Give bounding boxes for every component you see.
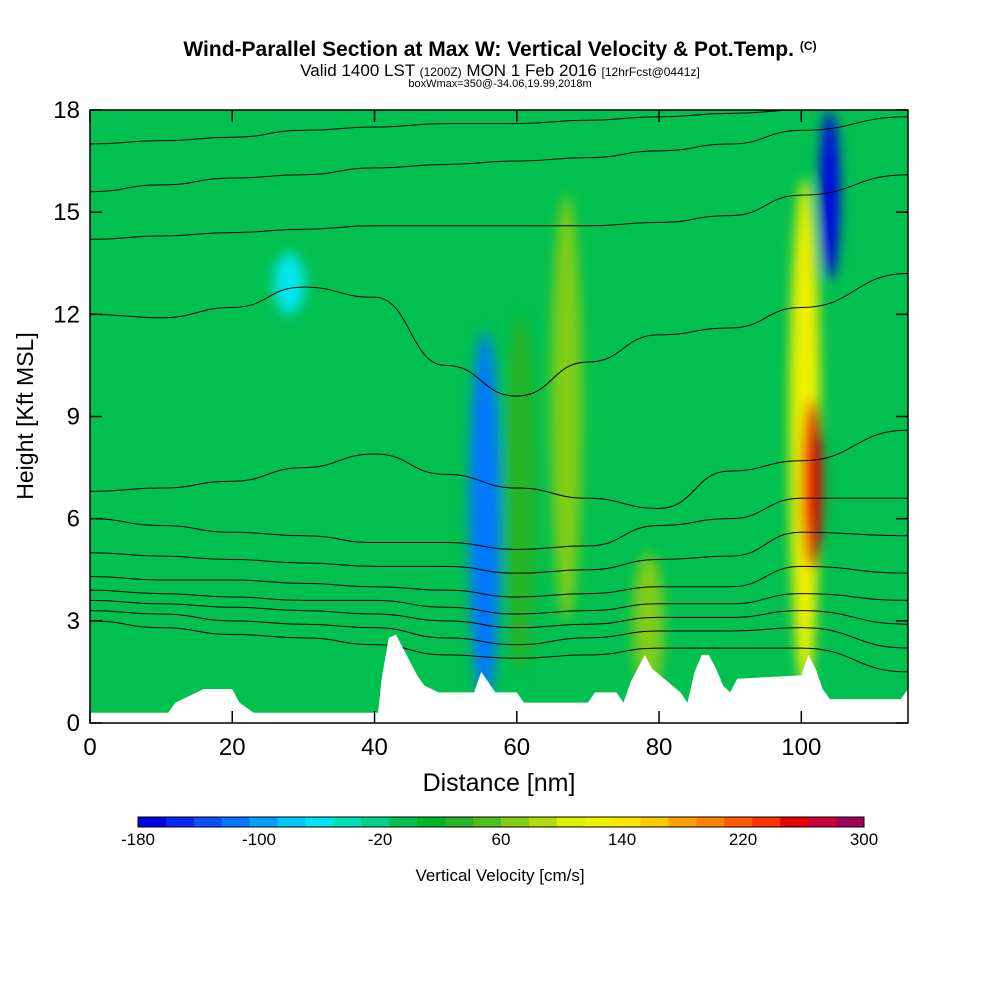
isentrope-5	[90, 531, 908, 574]
velocity-feature-5	[802, 399, 822, 570]
isentrope-10	[90, 116, 908, 193]
colorbar-swatch	[612, 817, 642, 827]
colorbar-tick-label: 300	[850, 830, 878, 849]
colorbar-swatch	[138, 817, 167, 827]
isentrope-9	[90, 174, 908, 240]
colorbar-swatch	[445, 817, 474, 827]
y-tick-label: 0	[67, 710, 80, 737]
box-info: boxWmax=350@-34.06,19.99,2018m	[408, 78, 592, 90]
velocity-feature-7	[273, 253, 305, 315]
valid-time: Valid 1400 LST	[300, 61, 415, 80]
colorbar-swatch	[808, 817, 837, 827]
velocity-feature-1	[504, 314, 536, 672]
colorbar: -180 -100 -20 60 140 220 300	[121, 816, 878, 849]
velocity-feature-3	[632, 552, 665, 696]
colorbar-swatch	[305, 817, 334, 827]
x-tick-label: 20	[219, 734, 246, 761]
colorbar-swatch	[221, 817, 251, 827]
colorbar-swatch	[696, 817, 725, 827]
chart-subtitle: Valid 1400 LST (1200Z) MON 1 Feb 2016 [1…	[0, 61, 1000, 81]
colorbar-swatch	[780, 817, 809, 827]
colorbar-swatch	[501, 817, 530, 827]
colorbar-swatch	[724, 817, 753, 827]
colorbar-label: Vertical Velocity [cm/s]	[415, 866, 584, 885]
colorbar-tick-label: -180	[121, 830, 155, 849]
colorbar-swatch	[417, 817, 446, 827]
colorbar-tick-label: -100	[242, 830, 276, 849]
x-tick-label: 40	[361, 734, 388, 761]
isentrope-0	[90, 620, 908, 673]
x-tick-label: 0	[83, 734, 96, 761]
colorbar-swatch	[473, 817, 502, 827]
velocity-feature-6	[819, 110, 840, 281]
velocity-feature-2	[550, 195, 583, 621]
colorbar-swatch	[584, 817, 614, 827]
colorbar-swatch	[668, 817, 697, 827]
terrain-mask	[90, 634, 908, 723]
colorbar-swatch	[640, 817, 670, 827]
chart-title-text: Wind-Parallel Section at Max W: Vertical…	[183, 38, 794, 61]
x-tick-label: 60	[503, 734, 530, 761]
x-tick-label: 100	[781, 734, 821, 761]
isentropes	[90, 110, 908, 673]
field-background	[90, 110, 908, 723]
colorbar-swatch	[249, 817, 279, 827]
colorbar-swatch	[836, 817, 865, 827]
y-tick-label: 3	[67, 608, 80, 635]
valid-zulu: (1200Z)	[419, 65, 462, 79]
colorbar-tick-label: -20	[368, 830, 393, 849]
colorbar-swatch	[333, 817, 362, 827]
colorbar-swatch	[752, 817, 781, 827]
y-axis-label: Height [Kft MSL]	[12, 332, 38, 499]
plot-area	[89, 109, 909, 724]
isentrope-7	[90, 429, 908, 509]
colorbar-swatch	[193, 817, 223, 827]
isentrope-1	[90, 610, 908, 649]
velocity-field	[273, 110, 840, 706]
colorbar-swatch	[277, 817, 307, 827]
y-tick-label: 15	[53, 199, 80, 226]
y-tick-label: 9	[67, 404, 80, 431]
y-tick-label: 6	[67, 506, 80, 533]
isentrope-8	[90, 272, 908, 397]
colorbar-frame	[137, 816, 865, 828]
colorbar-tick-label: 60	[492, 830, 511, 849]
colorbar-swatch	[389, 817, 418, 827]
colorbar-swatch	[361, 817, 390, 827]
colorbar-swatch	[165, 817, 195, 827]
x-axis: 0 20 40 60 80 100	[83, 110, 821, 761]
isentrope-4	[90, 565, 908, 598]
valid-date: MON 1 Feb 2016	[466, 61, 597, 80]
x-tick-label: 80	[646, 734, 673, 761]
colorbar-swatch	[556, 817, 586, 827]
y-tick-label: 18	[53, 97, 80, 124]
velocity-feature-0	[469, 331, 501, 706]
x-axis-label: Distance [nm]	[423, 769, 576, 797]
chart-title: Wind-Parallel Section at Max W: Vertical…	[0, 38, 1000, 62]
isentrope-2	[90, 599, 908, 629]
isentrope-3	[90, 589, 908, 615]
colorbar-tick-label: 140	[608, 830, 636, 849]
y-tick-label: 12	[53, 301, 80, 328]
isentrope-6	[90, 497, 908, 550]
isentrope-11	[90, 110, 908, 145]
forecast-info: [12hrFcst@0441z]	[601, 65, 700, 79]
colorbar-swatch	[528, 817, 558, 827]
colorbar-tick-label: 220	[729, 830, 757, 849]
y-axis: 0 3 6 9 12 15 18	[53, 97, 908, 737]
copyright-mark: (C)	[799, 39, 817, 53]
